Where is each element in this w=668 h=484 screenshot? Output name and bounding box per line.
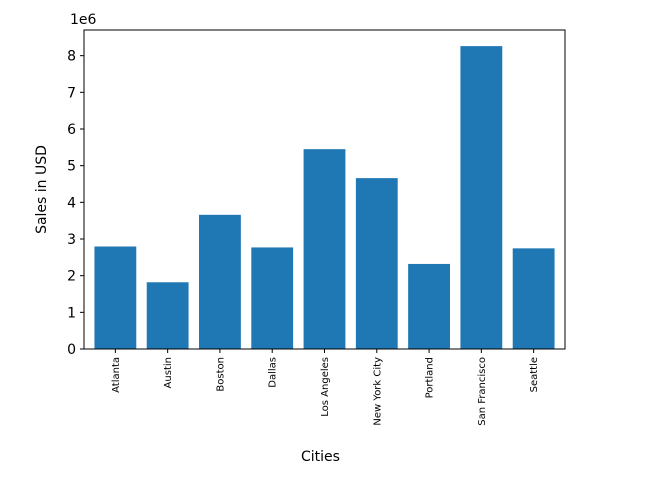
- y-tick-label: 1: [67, 305, 76, 321]
- x-tick-label: New York City: [372, 357, 383, 426]
- x-axis-label: Cities: [301, 449, 340, 465]
- x-tick-label: Dallas: [268, 357, 279, 388]
- y-tick-label: 2: [67, 269, 76, 285]
- x-tick-label: San Francisco: [477, 357, 488, 426]
- x-tick-label: Austin: [163, 357, 174, 388]
- y-tick-label: 5: [67, 159, 76, 175]
- x-tick-label: Los Angeles: [320, 357, 331, 417]
- bar-atlanta: [94, 246, 137, 349]
- bar-dallas: [251, 247, 294, 349]
- bar-san-francisco: [460, 46, 503, 350]
- x-axis-ticks: Atlanta Austin Boston Dallas Los Angeles New …: [111, 349, 540, 426]
- bar-boston: [199, 214, 241, 349]
- y-axis-ticks: 0 1 2 3 4 5 6 7 8: [67, 49, 84, 358]
- y-tick-label: 7: [67, 85, 76, 101]
- x-tick-label: Portland: [425, 357, 436, 398]
- y-tick-label: 3: [67, 232, 76, 248]
- y-axis-multiplier: 1e6: [70, 12, 97, 28]
- y-tick-label: 0: [67, 342, 76, 358]
- x-tick-label: Seattle: [529, 357, 540, 392]
- y-tick-label: 8: [67, 49, 76, 65]
- bar-los-angeles: [303, 149, 346, 349]
- bar-austin: [146, 282, 189, 349]
- bar-portland: [408, 263, 450, 349]
- y-axis-label: Sales in USD: [34, 145, 50, 234]
- x-tick-label: Atlanta: [111, 357, 122, 393]
- x-tick-label: Boston: [215, 357, 226, 392]
- bar-seattle: [512, 248, 555, 349]
- bars-group: [94, 46, 555, 350]
- y-tick-label: 4: [67, 195, 76, 211]
- bar-new-york-city: [355, 178, 398, 349]
- y-tick-label: 6: [67, 122, 76, 138]
- plot-frame: [83, 29, 566, 350]
